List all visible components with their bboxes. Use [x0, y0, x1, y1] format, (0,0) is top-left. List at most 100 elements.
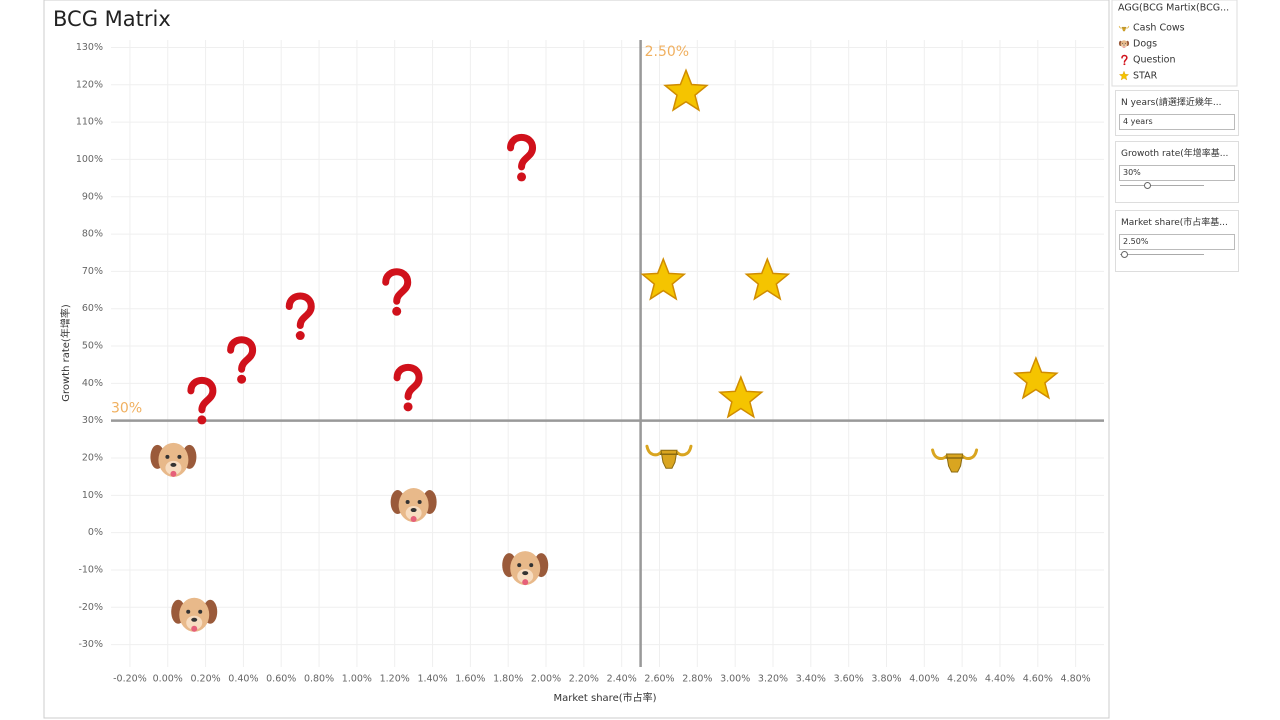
dropdown[interactable]: 4 years: [1119, 114, 1235, 130]
slider[interactable]: [1120, 182, 1204, 189]
legend-frame: [1111, 0, 1238, 87]
question-shape: [285, 292, 315, 330]
star-shape: [1118, 70, 1130, 81]
point: [645, 444, 693, 469]
star-shape: [1013, 355, 1059, 400]
dog-eye: [186, 609, 191, 614]
dog-nose: [522, 571, 529, 576]
legend-label: Question: [1133, 55, 1176, 66]
point: [640, 257, 687, 301]
y-tick-label: 120%: [76, 79, 103, 90]
dog-nose: [1123, 44, 1125, 46]
filter-card: Market share(市占率基... 2.50%: [1115, 210, 1239, 272]
dog-eye: [417, 500, 422, 505]
dog-eye: [198, 609, 203, 614]
question-shape: [393, 363, 423, 401]
dog-muzzle: [517, 569, 534, 584]
slider-knob[interactable]: [1121, 251, 1128, 258]
dog-tongue: [410, 516, 417, 523]
dog-nose: [191, 617, 198, 622]
y-tick-label: -10%: [78, 564, 103, 575]
question-dot: [295, 331, 305, 341]
question-shape: [1121, 54, 1128, 63]
x-tick-label: 4.20%: [947, 674, 977, 685]
y-tick-label: 130%: [76, 42, 103, 53]
x-axis-title: Market share(市占率): [553, 691, 656, 704]
question-dot: [1123, 63, 1126, 66]
question-dot: [392, 306, 402, 316]
question-dot: [197, 415, 207, 425]
point: [931, 448, 979, 473]
legend-icon: [1118, 40, 1130, 48]
x-tick-label: 3.00%: [720, 674, 750, 685]
dog-muzzle: [186, 615, 203, 630]
star-shape: [717, 374, 764, 419]
x-tick-label: 2.40%: [607, 674, 637, 685]
x-tick-label: 1.20%: [380, 674, 410, 685]
x-tick-label: 4.80%: [1061, 674, 1091, 685]
x-tick-label: 1.60%: [455, 674, 485, 685]
filter-card: N years(請選擇近幾年... 4 years: [1115, 90, 1239, 136]
point: [393, 363, 423, 412]
point: [285, 292, 315, 341]
input-field[interactable]: 2.50%: [1119, 234, 1235, 250]
y-tick-label: 80%: [82, 229, 103, 240]
y-tick-label: 20%: [82, 453, 103, 464]
cow-horns: [645, 444, 693, 457]
dog-eye: [405, 500, 410, 505]
y-tick-label: 50%: [82, 341, 103, 352]
slider-knob[interactable]: [1144, 182, 1151, 189]
reference-label: 30%: [111, 401, 142, 417]
point: [663, 68, 709, 112]
x-tick-label: 3.20%: [758, 674, 788, 685]
y-tick-label: 0%: [88, 527, 103, 538]
y-axis-title: Growth rate(年增率): [59, 304, 72, 402]
x-tick-label: 4.40%: [985, 674, 1015, 685]
x-tick-label: 1.40%: [417, 674, 447, 685]
question-shape: [382, 268, 412, 305]
question-dot: [237, 374, 247, 384]
dog-muzzle: [405, 506, 422, 521]
y-tick-label: 30%: [82, 415, 103, 426]
question-dot: [517, 172, 527, 182]
x-tick-label: 1.80%: [493, 674, 523, 685]
dog-muzzle: [165, 460, 182, 475]
dog-eye: [1124, 42, 1126, 44]
point: [382, 268, 412, 316]
x-tick-label: 4.00%: [909, 674, 939, 685]
x-tick-label: 0.20%: [190, 674, 220, 685]
dog-tongue: [522, 579, 529, 586]
legend-icon: [1118, 25, 1130, 32]
legend-title: AGG(BCG Martix(BCG...: [1118, 3, 1229, 14]
y-tick-label: 70%: [82, 266, 103, 277]
x-tick-label: 0.40%: [228, 674, 258, 685]
point: [502, 551, 549, 586]
filter-title: Market share(市占率基...: [1121, 218, 1228, 228]
filter-card: Growoth rate(年增率基... 30%: [1115, 141, 1239, 203]
legend-icon: [1118, 70, 1130, 81]
y-tick-label: 40%: [82, 378, 103, 389]
x-tick-label: 1.00%: [342, 674, 372, 685]
point: [150, 442, 197, 477]
legend-label: Dogs: [1133, 39, 1157, 50]
question-shape: [187, 376, 217, 414]
reference-label: 2.50%: [645, 44, 689, 60]
y-tick-label: -30%: [78, 639, 103, 650]
x-tick-label: 3.80%: [871, 674, 901, 685]
x-tick-label: 3.60%: [834, 674, 864, 685]
slider[interactable]: [1120, 251, 1204, 258]
legend-label: Cash Cows: [1133, 23, 1185, 34]
star-shape: [663, 68, 709, 112]
chart-frame: [43, 0, 1110, 719]
x-tick-label: 2.60%: [644, 674, 674, 685]
point: [744, 257, 791, 301]
x-tick-label: 0.80%: [304, 674, 334, 685]
star-shape: [640, 257, 687, 301]
point: [227, 336, 257, 384]
input-field[interactable]: 30%: [1119, 165, 1235, 181]
cow-horns: [931, 448, 979, 460]
x-tick-label: 2.00%: [531, 674, 561, 685]
y-tick-label: 100%: [76, 154, 103, 165]
y-tick-label: -20%: [78, 602, 103, 613]
